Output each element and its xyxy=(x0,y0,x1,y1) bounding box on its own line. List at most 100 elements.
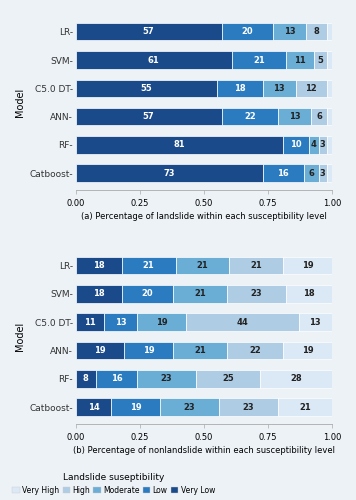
Bar xyxy=(286,285,332,302)
Text: 19: 19 xyxy=(302,346,313,355)
Text: 18: 18 xyxy=(303,290,315,298)
Text: 21: 21 xyxy=(299,402,311,411)
Bar xyxy=(232,51,286,69)
Text: 13: 13 xyxy=(273,84,285,93)
Text: 13: 13 xyxy=(309,318,321,326)
Bar xyxy=(222,108,278,126)
Bar xyxy=(327,80,332,97)
Text: 4: 4 xyxy=(311,140,317,149)
Bar xyxy=(75,108,222,126)
Text: 28: 28 xyxy=(290,374,302,384)
Bar xyxy=(263,164,304,182)
Bar xyxy=(111,398,160,416)
Text: 13: 13 xyxy=(115,318,126,326)
Bar xyxy=(298,314,332,331)
Text: 23: 23 xyxy=(243,402,254,411)
Bar xyxy=(75,23,222,40)
Bar xyxy=(327,164,332,182)
Bar xyxy=(319,136,327,154)
Text: 21: 21 xyxy=(253,56,265,64)
Bar xyxy=(122,257,176,274)
Bar xyxy=(327,23,332,40)
Text: 20: 20 xyxy=(241,27,253,36)
Text: 11: 11 xyxy=(294,56,306,64)
Text: 16: 16 xyxy=(111,374,122,384)
Text: 21: 21 xyxy=(250,261,262,270)
Text: 19: 19 xyxy=(94,346,106,355)
Text: 19: 19 xyxy=(302,261,313,270)
Text: 61: 61 xyxy=(148,56,159,64)
Text: 25: 25 xyxy=(222,374,234,384)
Bar xyxy=(306,23,327,40)
Bar xyxy=(319,164,327,182)
Text: 8: 8 xyxy=(314,27,319,36)
Bar xyxy=(75,342,124,359)
Text: 16: 16 xyxy=(277,168,289,177)
Bar xyxy=(327,136,332,154)
Bar xyxy=(75,51,232,69)
Bar xyxy=(104,314,137,331)
Text: 10: 10 xyxy=(290,140,302,149)
Text: 13: 13 xyxy=(289,112,300,121)
Bar xyxy=(222,23,273,40)
Text: 81: 81 xyxy=(173,140,185,149)
Bar xyxy=(96,370,137,388)
Bar xyxy=(75,370,96,388)
Text: 3: 3 xyxy=(320,140,326,149)
Text: 22: 22 xyxy=(249,346,261,355)
Text: 19: 19 xyxy=(156,318,167,326)
Bar xyxy=(278,108,311,126)
Bar xyxy=(122,285,173,302)
Bar xyxy=(296,80,327,97)
Text: 19: 19 xyxy=(143,346,155,355)
Bar xyxy=(75,398,111,416)
Text: 14: 14 xyxy=(88,402,99,411)
Bar xyxy=(137,314,186,331)
Bar xyxy=(176,257,229,274)
Bar xyxy=(314,51,327,69)
Text: 57: 57 xyxy=(143,27,155,36)
Text: 6: 6 xyxy=(308,168,314,177)
Text: 13: 13 xyxy=(284,27,295,36)
Bar xyxy=(75,164,263,182)
X-axis label: (a) Percentage of landslide within each susceptibility level: (a) Percentage of landslide within each … xyxy=(81,212,326,221)
Legend: Very High, High, Moderate, Low, Very Low: Very High, High, Moderate, Low, Very Low xyxy=(11,472,216,496)
Bar xyxy=(216,80,263,97)
Bar xyxy=(273,23,306,40)
Text: 18: 18 xyxy=(93,290,104,298)
Bar xyxy=(283,257,332,274)
Bar xyxy=(196,370,260,388)
Text: 18: 18 xyxy=(234,84,245,93)
Bar xyxy=(173,285,227,302)
Text: 3: 3 xyxy=(320,168,326,177)
Text: 8: 8 xyxy=(83,374,89,384)
Bar xyxy=(227,342,283,359)
Text: 18: 18 xyxy=(93,261,104,270)
Text: 23: 23 xyxy=(184,402,195,411)
Text: 19: 19 xyxy=(130,402,142,411)
Bar xyxy=(75,257,122,274)
Text: 22: 22 xyxy=(244,112,256,121)
Bar xyxy=(304,164,319,182)
Bar xyxy=(124,342,173,359)
Bar xyxy=(75,285,122,302)
Text: 21: 21 xyxy=(143,261,155,270)
Bar xyxy=(227,285,286,302)
Y-axis label: Model: Model xyxy=(15,322,25,351)
Bar xyxy=(309,136,319,154)
Text: 20: 20 xyxy=(141,290,153,298)
Bar xyxy=(327,51,332,69)
Bar xyxy=(283,136,309,154)
Bar xyxy=(278,398,332,416)
Bar xyxy=(263,80,296,97)
Bar xyxy=(311,108,327,126)
Bar xyxy=(186,314,298,331)
Bar xyxy=(75,80,216,97)
Bar xyxy=(286,51,314,69)
Text: 23: 23 xyxy=(250,290,262,298)
Bar xyxy=(260,370,332,388)
Text: 21: 21 xyxy=(197,261,208,270)
Bar xyxy=(75,314,104,331)
Text: 21: 21 xyxy=(194,290,206,298)
Bar xyxy=(219,398,278,416)
